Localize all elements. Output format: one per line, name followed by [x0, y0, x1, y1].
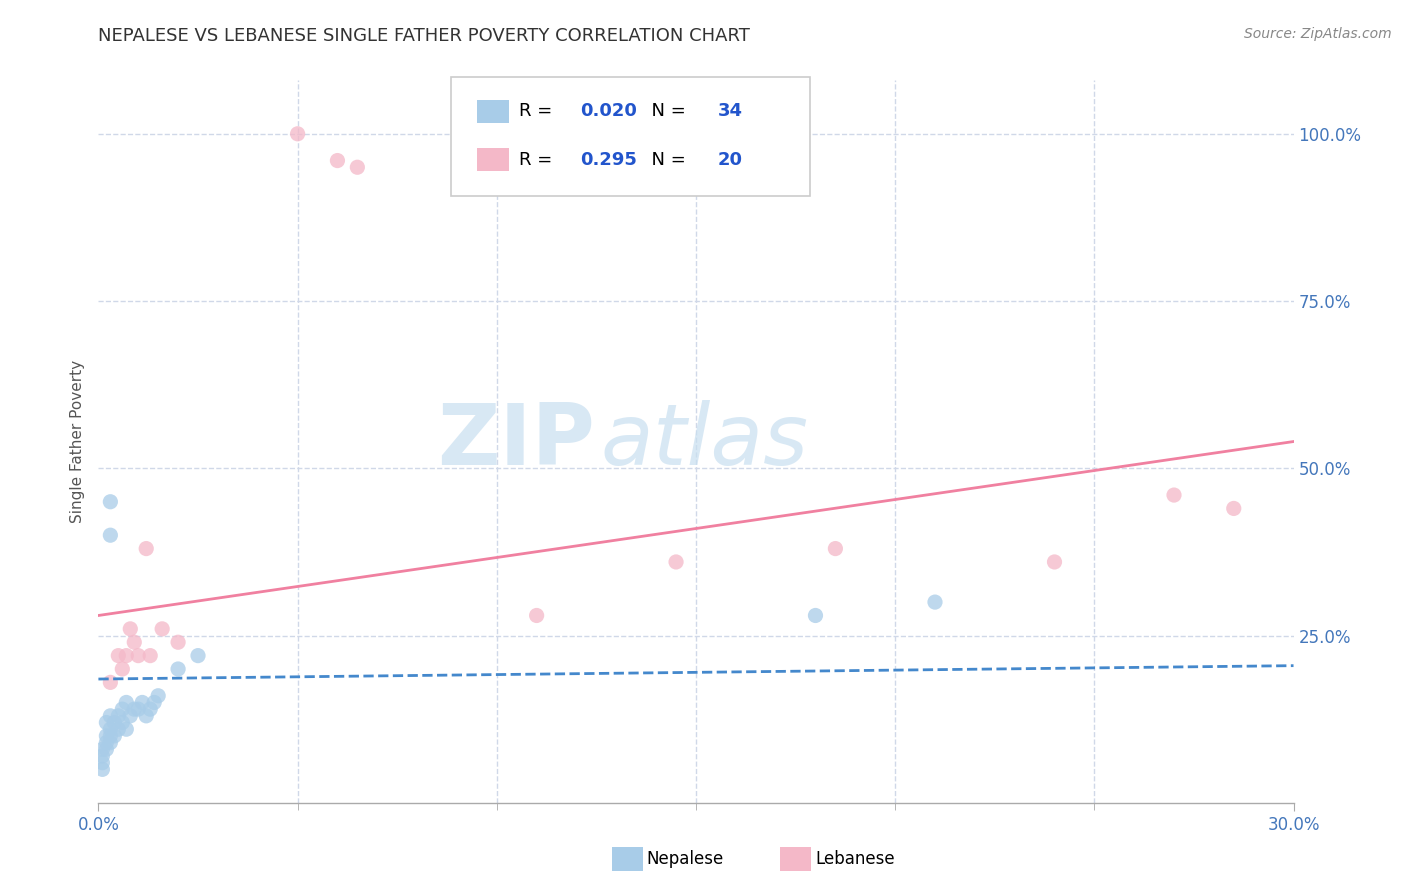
Point: [91, 742, 114, 756]
Text: NEPALESE VS LEBANESE SINGLE FATHER POVERTY CORRELATION CHART: NEPALESE VS LEBANESE SINGLE FATHER POVER…: [98, 27, 751, 45]
Point: [1163, 488, 1185, 502]
Point: [127, 702, 149, 716]
Point: [98, 494, 122, 508]
Point: [96, 729, 118, 743]
FancyBboxPatch shape: [451, 77, 810, 196]
Point: [124, 635, 146, 649]
Point: [167, 635, 190, 649]
Point: [187, 648, 209, 663]
Point: [103, 715, 125, 730]
Point: [924, 595, 946, 609]
Point: [120, 622, 142, 636]
Text: atlas: atlas: [600, 400, 808, 483]
Point: [98, 528, 122, 542]
Point: [139, 648, 162, 663]
Y-axis label: Single Father Poverty: Single Father Poverty: [69, 360, 84, 523]
Point: [120, 708, 142, 723]
Point: [526, 608, 548, 623]
Point: [107, 648, 129, 663]
Point: [111, 715, 134, 730]
FancyBboxPatch shape: [477, 148, 509, 171]
Point: [346, 161, 368, 175]
Point: [1223, 501, 1246, 516]
Point: [127, 648, 149, 663]
Text: ZIP: ZIP: [437, 400, 595, 483]
Text: Nepalese: Nepalese: [647, 850, 724, 868]
Point: [98, 723, 122, 737]
Text: 34: 34: [717, 103, 742, 120]
Point: [167, 662, 190, 676]
Point: [98, 708, 122, 723]
Text: N =: N =: [640, 103, 692, 120]
Point: [111, 662, 134, 676]
Point: [804, 608, 827, 623]
Point: [96, 742, 118, 756]
Point: [148, 689, 170, 703]
Point: [665, 555, 688, 569]
Point: [115, 723, 138, 737]
Text: 20: 20: [717, 151, 742, 169]
Point: [98, 729, 122, 743]
Point: [135, 541, 157, 556]
Point: [824, 541, 846, 556]
Point: [107, 708, 129, 723]
Point: [287, 127, 309, 141]
Point: [91, 756, 114, 770]
Point: [107, 723, 129, 737]
Point: [103, 729, 125, 743]
Point: [98, 675, 122, 690]
Text: 0.295: 0.295: [581, 151, 637, 169]
Text: Lebanese: Lebanese: [815, 850, 896, 868]
Point: [124, 702, 146, 716]
Text: Source: ZipAtlas.com: Source: ZipAtlas.com: [1244, 27, 1392, 41]
Point: [1043, 555, 1066, 569]
Point: [115, 696, 138, 710]
Point: [139, 702, 162, 716]
Text: 0.020: 0.020: [581, 103, 637, 120]
Text: R =: R =: [519, 103, 558, 120]
Point: [150, 622, 173, 636]
Point: [131, 696, 153, 710]
Point: [143, 696, 166, 710]
Point: [115, 648, 138, 663]
FancyBboxPatch shape: [477, 100, 509, 123]
Point: [326, 153, 349, 168]
Point: [135, 708, 157, 723]
Text: N =: N =: [640, 151, 692, 169]
Point: [96, 735, 118, 749]
Point: [91, 749, 114, 764]
Point: [91, 762, 114, 776]
Point: [98, 735, 122, 749]
Point: [96, 715, 118, 730]
Point: [111, 702, 134, 716]
Text: R =: R =: [519, 151, 558, 169]
